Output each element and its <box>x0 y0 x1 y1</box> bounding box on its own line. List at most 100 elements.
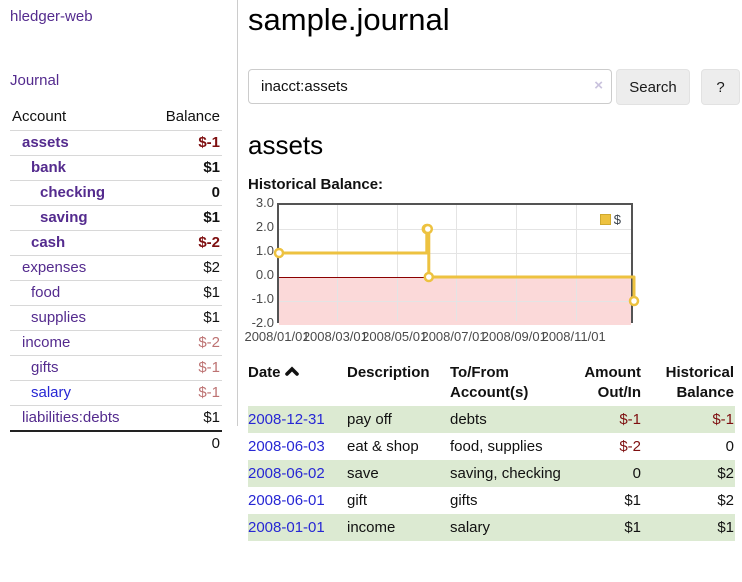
x-axis-tick-label: 2008/01/01 <box>244 329 310 344</box>
sidebar-account-link[interactable]: salary <box>31 384 72 401</box>
transaction-date-link[interactable]: 2008-12-31 <box>248 411 325 428</box>
y-axis-tick-label: 2.0 <box>255 219 274 234</box>
transaction-row: 2008-06-03 eat & shop food, supplies $-2 0 <box>248 433 735 460</box>
column-label: Description <box>347 364 430 381</box>
sidebar-account-link[interactable]: assets <box>22 134 69 151</box>
transaction-row: 2008-06-02 save saving, checking 0 $2 <box>248 460 735 487</box>
account-row: gifts $-1 <box>10 355 222 381</box>
sidebar-account-link[interactable]: income <box>22 334 71 351</box>
sidebar-account-link[interactable]: checking <box>40 184 106 201</box>
account-row: expenses $2 <box>10 255 222 281</box>
accounts-col-account: Account <box>12 108 67 125</box>
y-axis-tick-label: 0.0 <box>255 267 274 282</box>
transaction-date-link[interactable]: 2008-06-01 <box>248 492 325 509</box>
sidebar-account-link[interactable]: food <box>31 284 61 301</box>
transaction-balance: 0 <box>725 438 734 455</box>
gridline-horizontal <box>279 301 631 302</box>
sidebar-account-link[interactable]: cash <box>31 234 66 251</box>
sidebar-account-link[interactable]: supplies <box>31 309 87 326</box>
account-row: food $1 <box>10 280 222 306</box>
legend-swatch <box>599 214 611 225</box>
x-axis-tick-label: 2008/11/01 <box>541 329 606 344</box>
accounts-total-value: 0 <box>211 435 220 452</box>
register-col-description: Description <box>347 360 450 406</box>
sidebar-account-link[interactable]: expenses <box>22 259 87 276</box>
register-col-date[interactable]: Date <box>248 360 347 406</box>
data-point-marker <box>273 247 285 259</box>
sidebar-account-link[interactable]: gifts <box>31 359 59 376</box>
account-balance: $1 <box>203 409 220 426</box>
transaction-balance: $2 <box>717 465 734 482</box>
transaction-amount: $1 <box>624 519 641 536</box>
sidebar-account-link[interactable]: bank <box>31 159 67 176</box>
account-heading: assets <box>248 130 324 160</box>
account-balance: $1 <box>203 284 220 301</box>
sidebar-account-link[interactable]: saving <box>40 209 88 226</box>
data-point-marker <box>628 295 640 307</box>
x-axis-tick-label: 2008/05/01 <box>362 329 428 344</box>
account-balance: $-1 <box>198 359 220 376</box>
register-col-tofrom: To/From Account(s) <box>450 360 575 406</box>
account-balance: $-2 <box>198 234 220 251</box>
y-axis-tick-label: -1.0 <box>251 291 274 306</box>
series-line-layer <box>273 223 640 307</box>
transaction-row: 2008-06-01 gift gifts $1 $2 <box>248 487 735 514</box>
accounts-total-row: 0 <box>10 431 222 456</box>
gridline-horizontal <box>279 253 631 254</box>
transaction-balance: $2 <box>717 492 734 509</box>
account-balance: $1 <box>203 159 220 176</box>
transaction-amount: 0 <box>632 465 641 482</box>
transaction-date-link[interactable]: 2008-06-02 <box>248 465 325 482</box>
sidebar-item-journal[interactable]: Journal <box>10 72 60 89</box>
transaction-description: income <box>347 519 396 536</box>
account-row: saving $1 <box>10 205 222 231</box>
transaction-amount: $-2 <box>619 438 641 455</box>
account-row: salary $-1 <box>10 380 222 406</box>
transaction-amount: $-1 <box>619 411 641 428</box>
transaction-balance: $-1 <box>712 411 734 428</box>
series-step-line <box>279 227 636 301</box>
app-title-link[interactable]: hledger-web <box>10 8 93 25</box>
register-table: Date Description To/From Account(s) Amount Ou… <box>248 360 735 541</box>
account-balance: 0 <box>211 184 220 201</box>
transaction-amount: $1 <box>624 492 641 509</box>
column-label: To/From <box>450 364 509 381</box>
account-row: assets $-1 <box>10 130 222 156</box>
account-row: bank $1 <box>10 155 222 181</box>
account-balance: $1 <box>203 309 220 326</box>
accounts-col-balance: Balance <box>165 108 220 125</box>
transaction-accounts: food, supplies <box>450 438 543 455</box>
account-row: checking 0 <box>10 180 222 206</box>
transaction-description: pay off <box>347 411 392 428</box>
account-balance: $-1 <box>198 384 220 401</box>
data-point-marker <box>423 271 435 283</box>
column-label-line2: Balance <box>676 384 734 401</box>
x-axis-tick-label: 2008/09/01 <box>481 329 547 344</box>
search-input[interactable] <box>248 69 612 104</box>
column-label: Date <box>248 364 281 381</box>
account-balance: $2 <box>203 259 220 276</box>
sidebar-account-link[interactable]: liabilities:debts <box>22 409 120 426</box>
chart-legend: $ <box>599 212 621 227</box>
gridline-vertical <box>456 205 457 321</box>
help-button[interactable]: ? <box>701 69 740 105</box>
transaction-description: save <box>347 465 379 482</box>
sort-ascending-icon[interactable] <box>284 366 299 377</box>
account-row: supplies $1 <box>10 305 222 331</box>
transaction-date-link[interactable]: 2008-01-01 <box>248 519 325 536</box>
search-button[interactable]: Search <box>616 69 690 105</box>
gridline-vertical <box>576 205 577 321</box>
register-col-historical: Historical Balance <box>642 360 735 406</box>
data-point-marker <box>422 223 434 235</box>
clear-search-icon[interactable]: × <box>594 77 603 94</box>
x-axis-tick-label: 2008/03/01 <box>302 329 368 344</box>
transaction-date-link[interactable]: 2008-06-03 <box>248 438 325 455</box>
transaction-accounts: salary <box>450 519 491 536</box>
y-axis-tick-label: -2.0 <box>251 315 274 330</box>
page-title: sample.journal <box>248 2 450 37</box>
transaction-accounts: debts <box>450 411 487 428</box>
column-label-line2: Account(s) <box>450 384 529 401</box>
y-axis-tick-label: 1.0 <box>255 243 274 258</box>
historical-balance-chart: $ 3.0 2.0 1.0 0.0 -1.0 -2.0 2008/01/01 2008/03/… <box>244 195 742 345</box>
